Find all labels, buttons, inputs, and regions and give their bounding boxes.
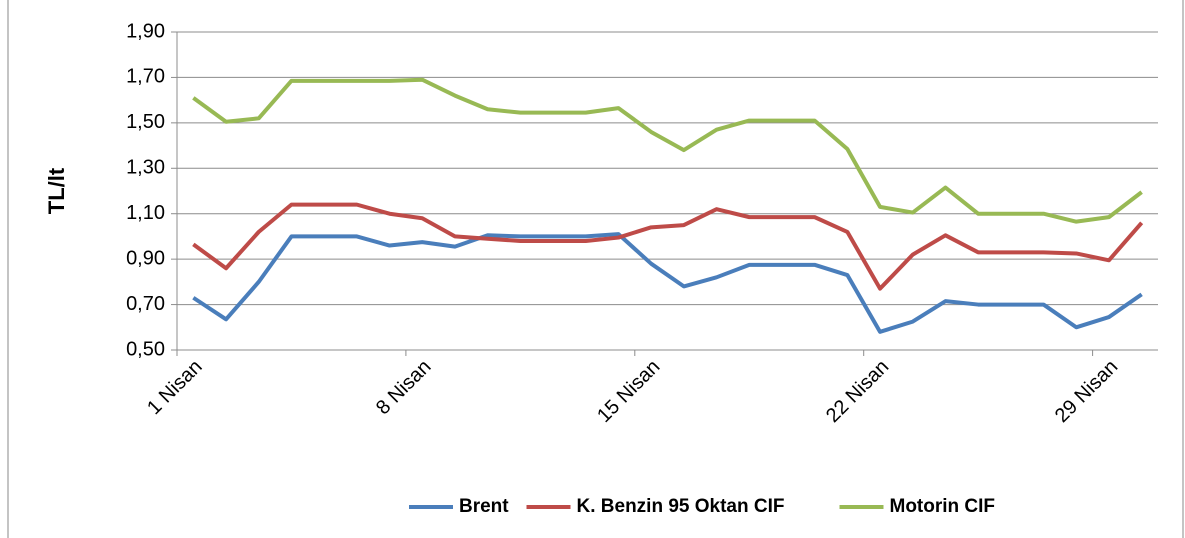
y-tick-label: 1,50 (126, 111, 165, 133)
legend-label: K. Benzin 95 Oktan CIF (577, 496, 785, 517)
chart-frame (7, 0, 1184, 538)
y-tick-label: 1,70 (126, 66, 165, 88)
series-line (192, 202, 1144, 291)
y-tick-label: 1,30 (126, 157, 165, 179)
y-axis-label: TL/lt (44, 167, 69, 214)
legend-label: Motorin CIF (890, 496, 996, 517)
legend-label: Brent (459, 496, 509, 517)
y-tick-label: 1,10 (126, 202, 165, 224)
series-line (192, 232, 1143, 334)
series-line (192, 77, 1143, 224)
y-tick-label: 1,90 (126, 20, 165, 42)
y-tick-label: 0,50 (126, 338, 165, 360)
y-tick-label: 0,70 (126, 293, 165, 315)
y-tick-label: 0,90 (126, 247, 165, 269)
